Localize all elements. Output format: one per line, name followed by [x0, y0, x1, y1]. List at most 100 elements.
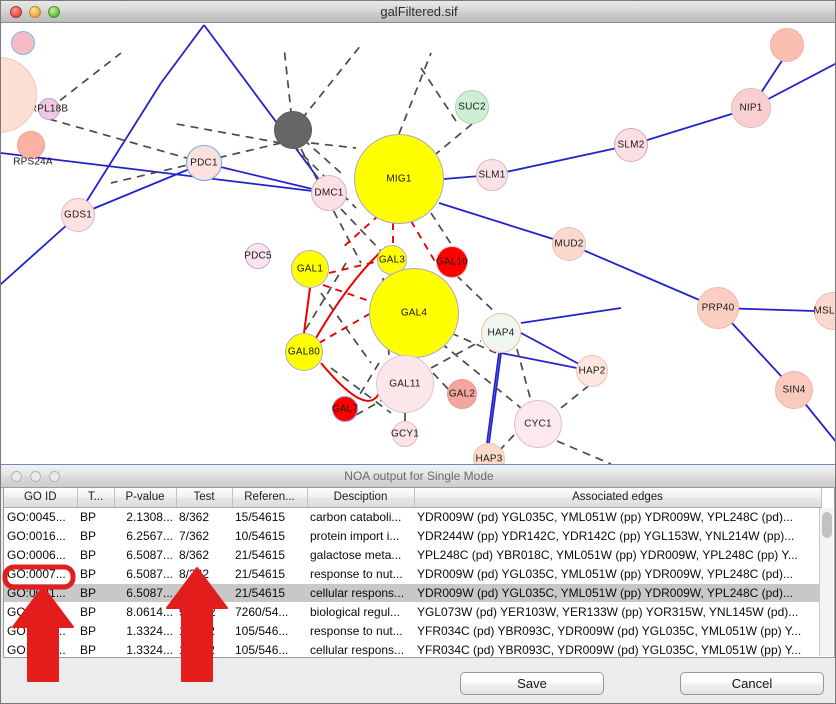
network-node-prp40[interactable] [697, 287, 739, 329]
cell-edges: YGL073W (pd) YER103W, YER133W (pp) YOR31… [417, 604, 799, 619]
cell-goid: GO:0007... [7, 566, 66, 581]
network-node-mud2[interactable] [552, 227, 586, 261]
cell-description: carbon cataboli... [310, 509, 402, 524]
cell-test: 8/362 [179, 547, 210, 562]
column-header-p-value[interactable]: P-value [114, 488, 177, 508]
column-header-associated-edges[interactable]: Associated edges [414, 488, 822, 508]
cell-goid: GO:0031... [4, 583, 77, 602]
column-header-test[interactable]: Test [176, 488, 233, 508]
table-row[interactable]: GO:0045... BP 2.1308... 8/362 15/54615 carbon… [4, 507, 821, 526]
cell-type: BP [80, 566, 97, 581]
cell-test: 8/362 [176, 583, 232, 602]
cell-goid: GO:0031... [7, 642, 66, 657]
cell-pvalue: 6.5087... [126, 547, 173, 562]
network-node-nip1[interactable] [731, 88, 771, 128]
close-button[interactable] [11, 470, 22, 482]
network-node-pdc5[interactable] [245, 243, 271, 269]
table-row[interactable]: GO:0031... BP 6.5087... 8/362 21/54615 cellul… [4, 583, 821, 602]
cell-edges: YDR009W (pd) YGL035C, YML051W (pp) YDR00… [417, 509, 793, 524]
network-edges [1, 24, 835, 464]
network-node-unlabeled[interactable] [11, 31, 35, 55]
network-node-gds1[interactable] [61, 198, 95, 232]
network-node-gcy1[interactable] [392, 421, 418, 447]
table-row[interactable]: GO:0006... BP 6.5087... 8/362 21/54615 galact… [4, 545, 821, 564]
cell-goid: GO:0031... [7, 623, 66, 638]
table-row[interactable]: GO:0065... BP 8.0614... 94/362 7260/54... bio… [4, 602, 821, 621]
save-button[interactable]: Save [460, 672, 604, 695]
column-header-go-id[interactable]: GO ID [4, 488, 78, 508]
cell-reference: 7260/54... [235, 604, 289, 619]
cell-reference: 10/54615 [235, 528, 286, 543]
cell-description: galactose meta... [310, 547, 402, 562]
table-header-row: GO ID T... P-value Test Referen... Desci… [4, 488, 822, 508]
cell-test: 11/362 [179, 623, 215, 638]
cell-edges: YDR009W (pd) YGL035C, YML051W (pp) YDR00… [414, 583, 821, 602]
network-node-gal1[interactable] [291, 250, 329, 288]
cell-edges: YDR009W (pd) YGL035C, YML051W (pp) YDR00… [417, 566, 793, 581]
network-node-hap2[interactable] [576, 355, 608, 387]
table-scrollbar-thumb[interactable] [822, 512, 832, 538]
table-row[interactable]: GO:0031... BP 1.3324... 11/362 105/546... res… [4, 621, 821, 640]
network-node-slm2[interactable] [614, 128, 648, 162]
minimize-button[interactable] [30, 470, 41, 482]
network-node-pdc1[interactable] [186, 145, 222, 181]
cell-edges: YDR244W (pp) YDR142C, YDR142C (pp) YGL15… [417, 528, 795, 543]
cell-type: BP [77, 583, 114, 602]
network-node-gal2[interactable] [447, 379, 477, 409]
network-node-gal4[interactable] [369, 268, 459, 358]
noa-panel-title: NOA output for Single Mode [344, 469, 494, 483]
column-header-reference[interactable]: Referen... [232, 488, 308, 508]
cell-goid: GO:0045... [7, 509, 66, 524]
network-node-slm1[interactable] [476, 159, 508, 191]
column-header-type[interactable]: T... [77, 488, 115, 508]
go-results-table-container[interactable]: GO ID T... P-value Test Referen... Desci… [3, 488, 835, 658]
noa-output-panel: NOA output for Single Mode GO ID T... P-… [1, 464, 835, 703]
network-node-hap4[interactable] [481, 313, 521, 353]
column-header-description[interactable]: Desciption [307, 488, 415, 508]
cell-edges: YFR034C (pd) YBR093C, YDR009W (pd) YGL03… [417, 623, 802, 638]
cell-pvalue: 6.5087... [114, 583, 176, 602]
table-row[interactable]: GO:0031... BP 1.3324... 11/362 105/546... cel… [4, 640, 821, 657]
cell-pvalue: 8.0614... [126, 604, 173, 619]
noa-titlebar: NOA output for Single Mode [1, 465, 835, 488]
network-node-gal80[interactable] [285, 333, 323, 371]
cell-type: BP [80, 604, 97, 619]
cell-edges: YFR034C (pd) YBR093C, YDR009W (pd) YGL03… [417, 642, 802, 657]
network-node-mig1[interactable] [354, 134, 444, 224]
cell-pvalue: 1.3324... [126, 642, 173, 657]
network-node-dmc1[interactable] [311, 175, 347, 211]
cell-pvalue: 2.1308... [126, 509, 173, 524]
close-button[interactable] [10, 5, 22, 18]
cell-description: cellular respons... [307, 583, 414, 602]
minimize-button[interactable] [29, 5, 41, 18]
table-row[interactable]: GO:0016... BP 6.2567... 7/362 10/54615 protei… [4, 526, 821, 545]
go-results-table: GO ID T... P-value Test Referen... Desci… [4, 488, 822, 657]
cancel-button[interactable]: Cancel [680, 672, 824, 695]
network-node-cyc1[interactable] [514, 400, 562, 448]
network-canvas[interactable]: RPL18B RPS24A GDS1 PDC1 PDC5 DMC1 MIG1 SUC2 SLM1… [1, 23, 835, 464]
network-node-gal10[interactable] [436, 246, 468, 278]
table-row[interactable]: GO:0007... BP 6.5087... 8/362 21/54615 respon… [4, 564, 821, 583]
table-vertical-scrollbar[interactable] [819, 508, 833, 656]
network-node-unlabeled[interactable] [274, 111, 312, 149]
zoom-button[interactable] [48, 5, 60, 18]
cell-pvalue: 6.2567... [126, 528, 173, 543]
network-node-suc2[interactable] [455, 90, 489, 124]
cell-test: 8/362 [179, 566, 210, 581]
cell-test: 8/362 [179, 509, 210, 524]
network-node-gal7[interactable] [332, 396, 358, 422]
cell-type: BP [80, 528, 97, 543]
network-node-rpl18b[interactable] [38, 98, 60, 120]
network-node-rps24a[interactable] [17, 131, 45, 159]
zoom-button[interactable] [49, 470, 60, 482]
window-title: galFiltered.sif [380, 4, 458, 19]
cell-description: response to nut... [310, 623, 403, 638]
cell-goid: GO:0065... [7, 604, 66, 619]
window-titlebar: galFiltered.sif [1, 1, 835, 23]
cell-reference: 105/546... [235, 623, 289, 638]
network-node-sin4[interactable] [775, 371, 813, 409]
network-node-unlabeled[interactable] [770, 28, 804, 62]
network-node-gal11[interactable] [376, 355, 434, 413]
cell-type: BP [80, 509, 97, 524]
